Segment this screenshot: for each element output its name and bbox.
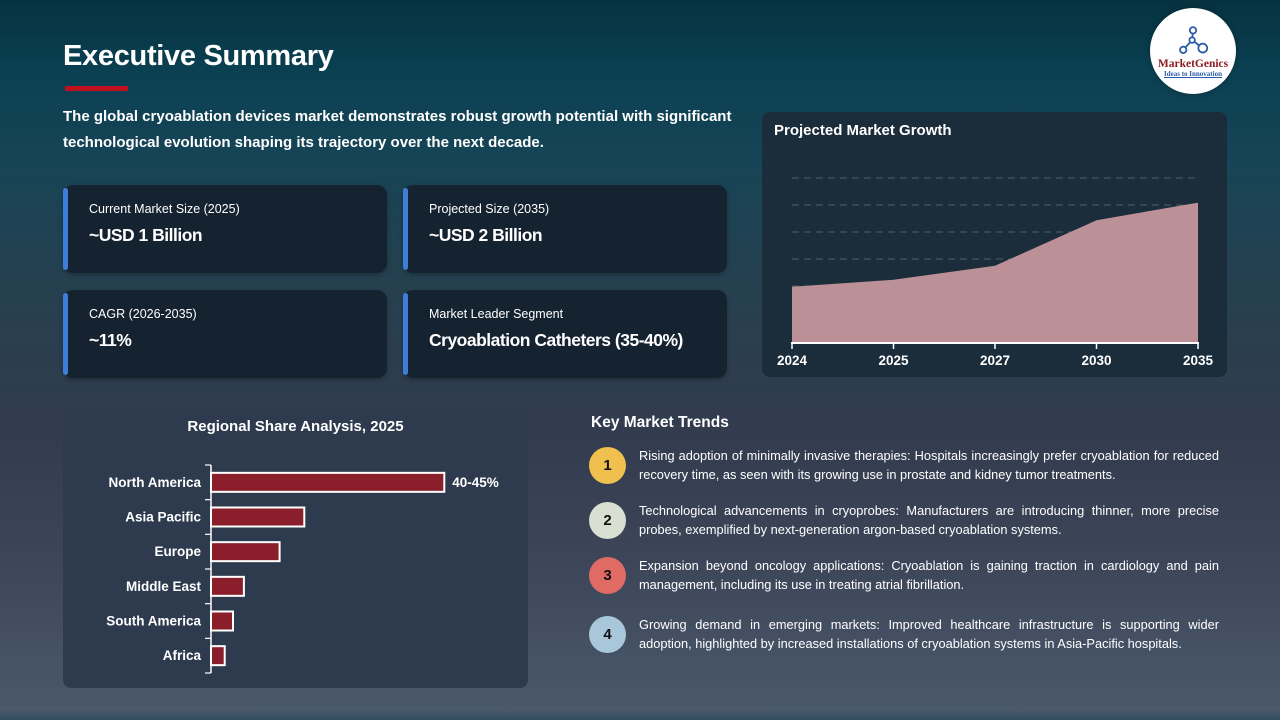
trend-number-badge: 4 [589, 615, 626, 653]
logo-name: MarketGenics [1157, 57, 1229, 70]
regional-chart-panel: Regional Share Analysis, 2025 North Amer… [63, 408, 528, 688]
title-underline [65, 86, 128, 91]
stat-card-value: Cryoablation Catheters (35-40%) [429, 330, 683, 350]
category-label-europe: Europe [154, 544, 201, 559]
trend-item-2: 2 Technological advancements in cryoprob… [589, 501, 1219, 539]
growth-chart-title: Projected Market Growth [774, 122, 952, 139]
logo-tagline: Ideas to Innovation [1164, 69, 1222, 78]
stat-card-label: Current Market Size (2025) [89, 202, 240, 216]
bar-asia-pacific [210, 506, 306, 528]
trend-item-1: 1 Rising adoption of minimally invasive … [589, 446, 1219, 484]
stat-card-market-leader: Market Leader Segment Cryoablation Cathe… [403, 290, 727, 378]
bar-south-america [210, 610, 234, 632]
growth-chart-panel: Projected Market Growth 2024 2025 2027 2030… [762, 112, 1227, 377]
bar-value-label: 40-45% [452, 475, 499, 490]
trend-number-badge: 3 [589, 556, 626, 594]
x-axis-label-2025: 2025 [878, 353, 909, 368]
molecule-icon [1179, 25, 1209, 54]
stat-card-current-market-size: Current Market Size (2025) ~USD 1 Billio… [63, 185, 387, 273]
x-axis-label-2030: 2030 [1081, 353, 1111, 368]
category-label-north-america: North America [108, 475, 201, 490]
category-label-asia-pacific: Asia Pacific [125, 510, 201, 525]
trend-text: Rising adoption of minimally invasive th… [639, 448, 1219, 482]
stat-card-value: ~USD 1 Billion [89, 225, 203, 245]
trend-text: Technological advancements in cryoprobes… [639, 503, 1219, 537]
trend-item-4: 4 Growing demand in emerging markets: Im… [589, 615, 1219, 653]
stat-card-label: CAGR (2026-2035) [89, 307, 197, 321]
stat-card-label: Market Leader Segment [429, 307, 564, 321]
slide-subtitle: The global cryoablation devices market d… [63, 108, 732, 151]
bar-africa [210, 645, 226, 667]
trend-number-badge: 1 [589, 446, 626, 484]
category-label-south-america: South America [106, 614, 201, 629]
stat-card-value: ~11% [89, 330, 132, 350]
trend-number-badge: 2 [589, 501, 626, 539]
regional-chart-title: Regional Share Analysis, 2025 [187, 418, 404, 435]
trend-item-3: 3 Expansion beyond oncology applications… [589, 556, 1219, 594]
category-label-africa: Africa [163, 648, 202, 663]
growth-area-series [792, 202, 1198, 343]
x-axis-label-2024: 2024 [777, 353, 808, 368]
bar-europe [210, 541, 281, 563]
bar-middle-east [210, 575, 245, 597]
regional-bar-chart: North America 40-45% Asia Pacific Europe Mid… [106, 464, 499, 674]
category-label-middle-east: Middle East [126, 579, 202, 594]
stat-card-value: ~USD 2 Billion [429, 225, 543, 245]
trend-text: Expansion beyond oncology applications: … [639, 558, 1219, 592]
growth-area-chart: 2024 2025 2027 2030 2035 [777, 177, 1214, 368]
stat-card-cagr: CAGR (2026-2035) ~11% [63, 290, 387, 378]
x-axis-label-2035: 2035 [1183, 353, 1214, 368]
trend-text: Growing demand in emerging markets: Impr… [639, 617, 1219, 651]
marketgenics-logo: MarketGenics Ideas to Innovation [1150, 8, 1236, 94]
stat-card-label: Projected Size (2035) [429, 202, 550, 216]
key-market-trends-heading: Key Market Trends [591, 414, 729, 431]
stat-card-projected-size: Projected Size (2035) ~USD 2 Billion [403, 185, 727, 273]
page-title: Executive Summary [63, 40, 334, 72]
bar-north-america [210, 471, 446, 493]
key-market-trends-list: 1 Rising adoption of minimally invasive … [589, 446, 1219, 670]
stat-cards: Current Market Size (2025) ~USD 1 Billio… [63, 185, 727, 378]
x-axis-label-2027: 2027 [980, 353, 1010, 368]
